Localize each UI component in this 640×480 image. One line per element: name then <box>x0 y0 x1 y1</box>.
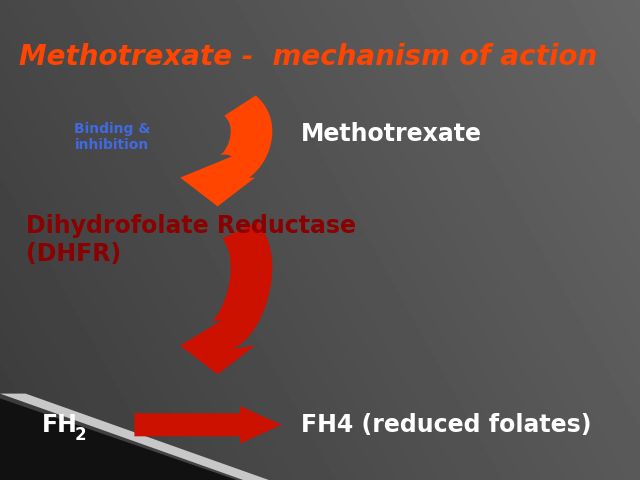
Text: Methotrexate -  mechanism of action: Methotrexate - mechanism of action <box>19 43 598 71</box>
Polygon shape <box>180 96 272 206</box>
Text: FH: FH <box>42 413 77 437</box>
Polygon shape <box>0 394 269 480</box>
Text: Dihydrofolate Reductase
(DHFR): Dihydrofolate Reductase (DHFR) <box>26 214 356 266</box>
Text: Methotrexate: Methotrexate <box>301 122 482 146</box>
Text: 2: 2 <box>75 426 86 444</box>
Polygon shape <box>134 406 282 444</box>
Text: Binding &
inhibition: Binding & inhibition <box>74 122 150 152</box>
Text: FH4 (reduced folates): FH4 (reduced folates) <box>301 413 591 437</box>
Polygon shape <box>0 398 237 480</box>
Polygon shape <box>180 222 272 374</box>
